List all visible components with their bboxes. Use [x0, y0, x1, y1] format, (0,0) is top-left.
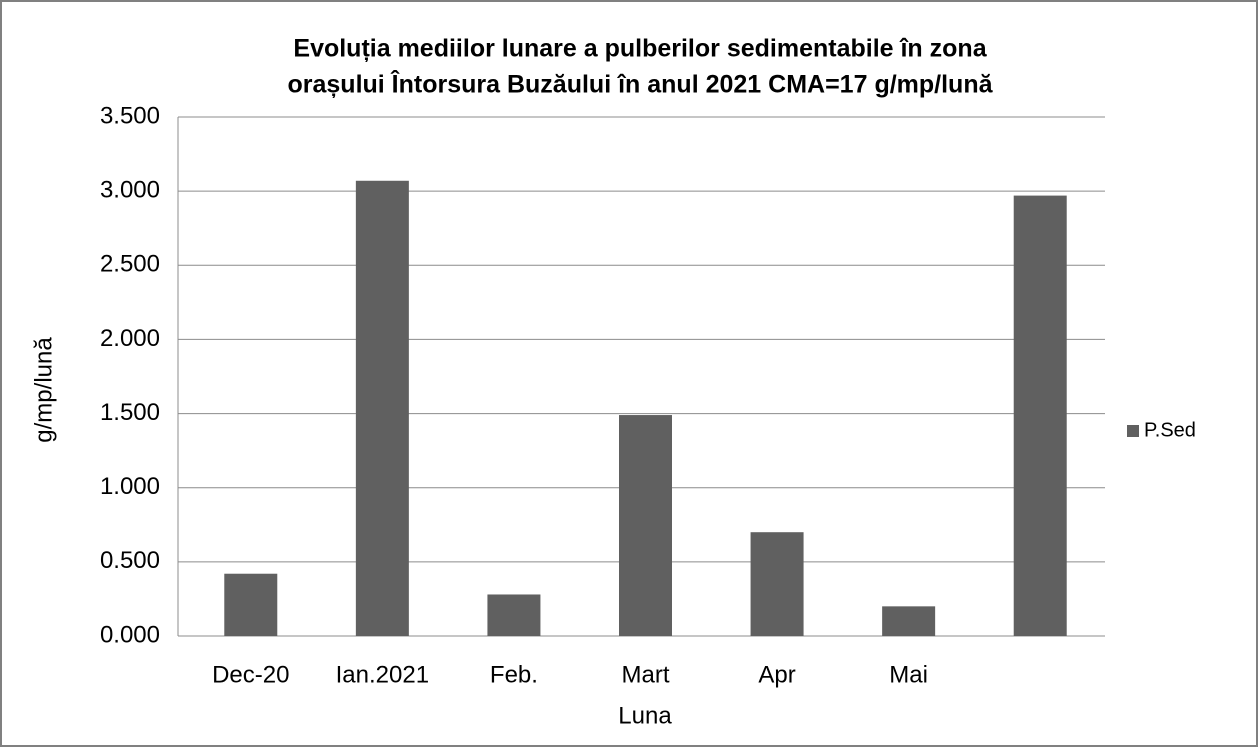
- chart-title: orașului Întorsura Buzăului în anul 2021…: [288, 69, 994, 99]
- bar: [355, 180, 409, 636]
- chart-title: Evoluția mediilor lunare a pulberilor se…: [293, 35, 987, 63]
- y-tick-label: 2.000: [100, 325, 160, 352]
- x-axis-label: Luna: [618, 702, 672, 729]
- y-tick-label: 0.500: [100, 547, 160, 574]
- x-tick-label: Apr: [758, 661, 795, 688]
- bar: [882, 606, 936, 636]
- y-tick-label: 2.500: [100, 251, 160, 278]
- legend-swatch: [1127, 425, 1139, 437]
- y-tick-label: 3.000: [100, 176, 160, 203]
- bar: [1013, 195, 1067, 636]
- y-axis-label: g/mp/lună: [30, 337, 57, 443]
- bar: [750, 532, 804, 636]
- y-tick-label: 0.000: [100, 621, 160, 648]
- y-tick-label: 1.000: [100, 473, 160, 500]
- y-tick-label: 3.500: [100, 102, 160, 129]
- x-tick-label: Ian.2021: [336, 661, 429, 688]
- x-tick-label: Feb.: [490, 661, 538, 688]
- legend-label: P.Sed: [1144, 419, 1196, 441]
- bar: [224, 573, 278, 636]
- y-tick-label: 1.500: [100, 399, 160, 426]
- x-tick-label: Mai: [889, 661, 928, 688]
- bar: [619, 415, 672, 636]
- x-tick-label: Mart: [622, 661, 670, 688]
- x-tick-label: Dec-20: [212, 661, 289, 688]
- bar: [487, 594, 541, 636]
